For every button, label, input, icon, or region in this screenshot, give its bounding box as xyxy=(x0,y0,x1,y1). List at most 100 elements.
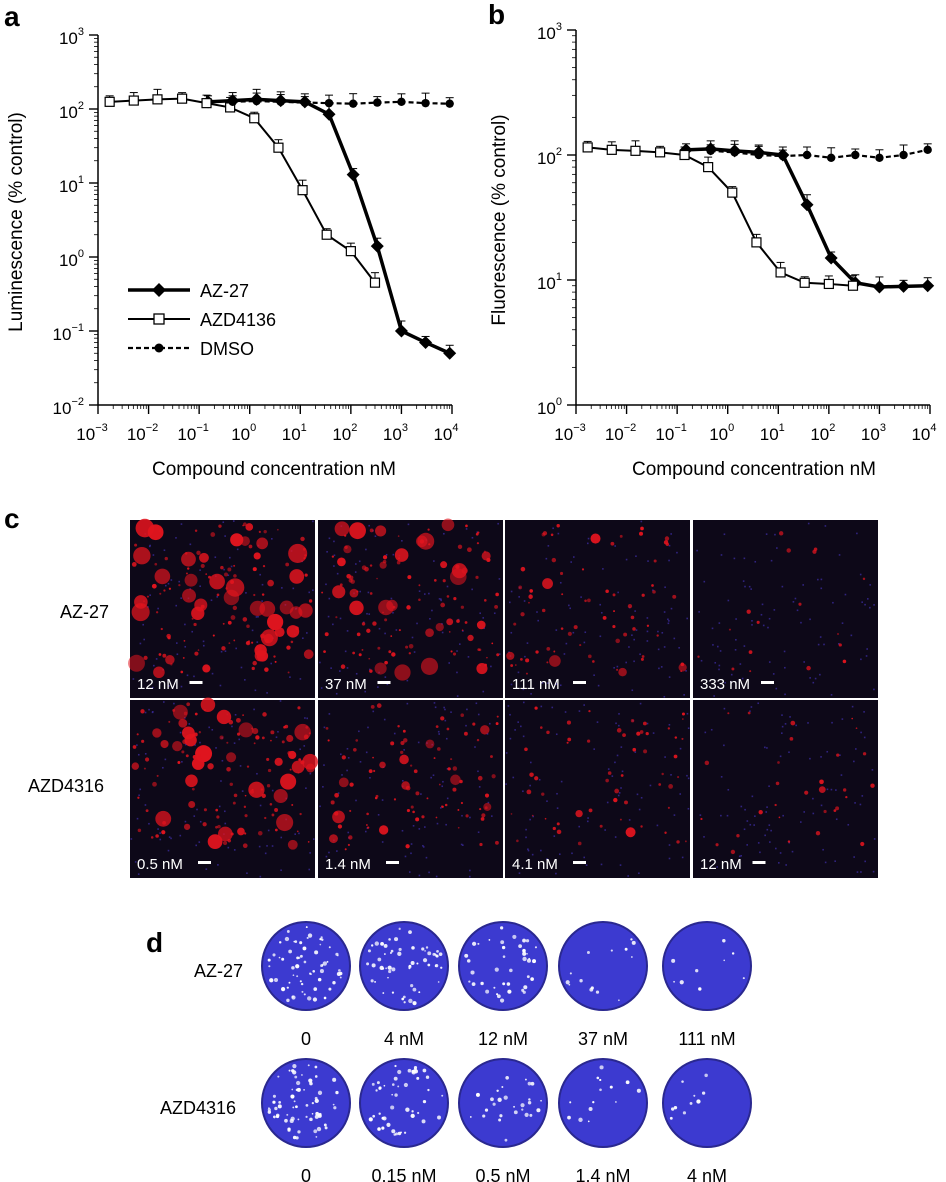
nucleus-speck xyxy=(555,683,558,686)
nucleus-speck xyxy=(328,597,331,600)
nucleus-speck xyxy=(730,681,732,683)
nucleus-speck xyxy=(678,646,680,649)
microscopy-tile-bg xyxy=(318,700,503,878)
infected-cell xyxy=(425,628,434,638)
nucleus-speck xyxy=(750,588,752,590)
nucleus-speck xyxy=(871,769,874,771)
nucleus-speck xyxy=(477,770,479,773)
nucleus-speck xyxy=(403,749,405,751)
nucleus-speck xyxy=(743,645,746,647)
infected-cell xyxy=(495,592,499,597)
nucleus-speck xyxy=(432,774,435,777)
plaque-spot xyxy=(390,949,394,953)
well-circle xyxy=(458,921,548,1011)
plaque-spot xyxy=(314,1098,319,1104)
nucleus-speck xyxy=(411,636,414,639)
plaque-spot xyxy=(526,958,532,963)
infected-cell xyxy=(186,572,188,575)
infected-cell xyxy=(261,736,265,740)
nucleus-speck xyxy=(346,667,349,669)
nucleus-speck xyxy=(413,651,416,653)
nucleus-speck xyxy=(730,673,733,676)
infected-cell xyxy=(281,740,285,744)
infected-cell xyxy=(273,788,288,804)
nucleus-speck xyxy=(359,761,362,763)
infected-cell xyxy=(455,564,460,569)
infected-cell xyxy=(296,830,299,833)
nucleus-speck xyxy=(628,646,630,648)
plaque-spot xyxy=(398,947,402,952)
infected-cell xyxy=(475,575,479,579)
infected-cell xyxy=(440,561,448,569)
plaque-spot xyxy=(437,981,440,983)
infected-cell xyxy=(137,796,140,799)
infected-cell xyxy=(233,793,238,798)
plaque-spot xyxy=(310,973,312,976)
nucleus-speck xyxy=(646,630,649,633)
infected-cell xyxy=(218,524,222,528)
nucleus-speck xyxy=(822,848,824,851)
chart-b-xlabel: Compound concentration nM xyxy=(632,459,876,480)
nucleus-speck xyxy=(306,632,308,634)
plaque-spot xyxy=(314,1065,318,1069)
plaque-spot xyxy=(311,1101,314,1105)
nucleus-speck xyxy=(245,592,247,594)
chart-b-ylabel: Fluorescence (% control) xyxy=(489,114,510,325)
plaque-spot xyxy=(673,1105,678,1110)
plaque-spot xyxy=(530,977,534,981)
nucleus-speck xyxy=(319,661,321,664)
nucleus-speck xyxy=(333,554,336,557)
plaque-spot xyxy=(287,1128,291,1132)
microscopy-tile: 333 nM xyxy=(693,520,878,698)
infected-cell xyxy=(393,798,397,801)
nucleus-speck xyxy=(186,674,189,677)
nucleus-speck xyxy=(668,620,670,622)
plaque-spot xyxy=(338,969,341,972)
plaque-dose-label: 0.15 nM xyxy=(371,1166,436,1182)
nucleus-speck xyxy=(859,573,862,576)
nucleus-speck xyxy=(518,872,521,874)
nucleus-speck xyxy=(679,793,682,795)
plaque-spot xyxy=(312,997,318,1002)
plaque-spot xyxy=(565,980,570,985)
plaque-spot xyxy=(518,944,523,949)
infected-cell xyxy=(243,522,247,526)
nucleus-speck xyxy=(584,631,587,634)
infected-cell xyxy=(184,734,197,747)
data-point-az27 xyxy=(370,239,384,253)
nucleus-speck xyxy=(796,609,799,612)
infected-cell xyxy=(349,588,359,598)
data-point-azd4136 xyxy=(128,95,139,106)
plaque-spot xyxy=(291,1069,295,1073)
nucleus-speck xyxy=(658,667,660,670)
infected-cell xyxy=(379,561,387,569)
nucleus-speck xyxy=(148,822,150,825)
nucleus-speck xyxy=(765,811,768,813)
infected-cell xyxy=(303,734,309,740)
nucleus-speck xyxy=(196,808,198,811)
nucleus-speck xyxy=(184,743,187,746)
nucleus-speck xyxy=(450,711,452,713)
nucleus-speck xyxy=(546,858,548,860)
data-point-dmso xyxy=(300,98,310,107)
infected-cell xyxy=(254,644,267,657)
infected-cell xyxy=(244,794,247,797)
infected-cell xyxy=(246,624,250,629)
microscopy-tile: 111 nM xyxy=(505,520,690,698)
data-point-dmso xyxy=(875,153,884,162)
plaque-spot xyxy=(303,1089,305,1091)
infected-cell xyxy=(131,603,150,622)
data-point-azd4136 xyxy=(582,142,593,153)
infected-cell xyxy=(640,526,644,531)
plaque-spot xyxy=(391,1083,395,1086)
infected-cell xyxy=(215,825,218,829)
infected-cell xyxy=(134,595,148,609)
infected-cell xyxy=(599,824,603,828)
infected-cell xyxy=(567,631,572,636)
plaque-spot xyxy=(522,956,527,962)
nucleus-speck xyxy=(614,836,617,838)
data-point-dmso xyxy=(324,98,334,108)
data-point-azd4136 xyxy=(679,149,690,161)
nucleus-speck xyxy=(770,559,773,562)
nucleus-speck xyxy=(199,820,202,823)
